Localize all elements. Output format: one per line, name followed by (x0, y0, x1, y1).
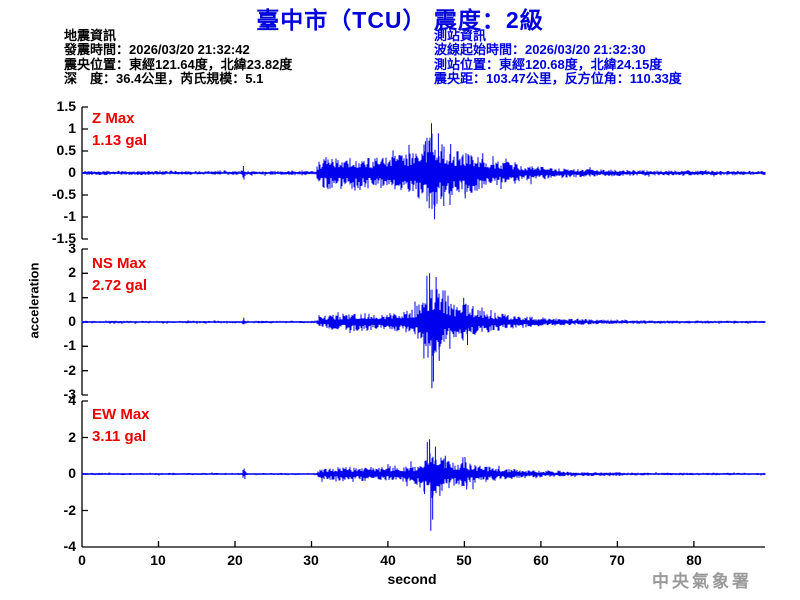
agency-watermark: 中央氣象署 (652, 572, 752, 591)
channel-ew-name: EW Max (92, 406, 150, 423)
y-tick-label-z: -1 (63, 208, 76, 224)
waveform-trace-ns (81, 273, 766, 389)
y-tick-label-ns: -1 (63, 337, 76, 353)
x-tick-label: 50 (456, 552, 472, 568)
station-info-heading: 測站資訊 (434, 28, 487, 43)
y-tick-label-ns: 0 (68, 313, 76, 329)
y-tick-label-z: 0 (68, 164, 76, 180)
y-tick-label-ns: -2 (63, 362, 76, 378)
channel-ew-max-value: 3.11 gal (92, 428, 147, 445)
y-tick-label-z: 1.5 (56, 98, 76, 114)
depth-magnitude-line: 深 度：36.4公里，芮氏規模：5.1 (64, 71, 264, 87)
channel-z-name: Z Max (92, 110, 135, 127)
x-tick-label: 10 (150, 552, 166, 568)
y-tick-label-ew: -2 (63, 502, 76, 518)
distance-azimuth-line: 震央距：103.47公里，反方位角：110.33度 (434, 71, 682, 87)
y-tick-label-ew: 0 (68, 465, 76, 481)
channel-ns-name: NS Max (92, 255, 147, 272)
channel-ew-max-label: EW Max 3.11 gal (92, 404, 150, 448)
y-tick-label-z: 0.5 (56, 142, 76, 158)
x-tick-label: 70 (609, 552, 625, 568)
page-title: 臺中市（TCU） 震度：2級 (256, 7, 544, 33)
station-location-line: 測站位置：東經120.68度，北緯24.15度 (434, 56, 663, 72)
channel-ns-max-label: NS Max 2.72 gal (92, 253, 147, 297)
epicenter-line: 震央位置：東經121.64度，北緯23.82度 (64, 56, 293, 72)
waveform-trace-ew (81, 439, 766, 531)
x-tick-label: 60 (533, 552, 549, 568)
origin-time-line: 發震時間：2026/03/20 21:32:42 (64, 42, 250, 58)
x-tick-label: 20 (227, 552, 243, 568)
y-tick-label-z: -1.5 (51, 230, 76, 246)
y-tick-label-ns: 2 (68, 264, 76, 280)
y-tick-label-ns: 3 (68, 240, 76, 256)
x-tick-label: 80 (686, 552, 702, 568)
earthquake-info-block: 地震資訊 發震時間：2026/03/20 21:32:42 震央位置：東經121… (64, 28, 293, 87)
y-tick-label-z: 1 (68, 120, 76, 136)
y-tick-label-ew: -4 (63, 538, 76, 554)
earthquake-info-heading: 地震資訊 (64, 28, 117, 43)
y-tick-label-ew: 2 (68, 429, 76, 445)
y-tick-label-ns: 1 (68, 289, 76, 305)
x-tick-label: 0 (78, 552, 86, 568)
y-tick-label-ew: 4 (68, 392, 76, 408)
x-tick-label: 30 (303, 552, 319, 568)
x-tick-label: 40 (380, 552, 396, 568)
y-tick-label-ns: -3 (63, 386, 76, 402)
x-axis-label: second (387, 571, 437, 587)
channel-z-max-value: 1.13 gal (92, 132, 148, 149)
y-tick-label-z: -0.5 (51, 186, 76, 202)
waveform-trace-z (81, 123, 766, 220)
wave-start-line: 波線起始時間：2026/03/20 21:32:30 (434, 42, 646, 58)
channel-ns-max-value: 2.72 gal (92, 277, 148, 294)
station-info-block: 測站資訊 波線起始時間：2026/03/20 21:32:30 測站位置：東經1… (434, 28, 682, 87)
channel-z-max-label: Z Max 1.13 gal (92, 108, 147, 152)
